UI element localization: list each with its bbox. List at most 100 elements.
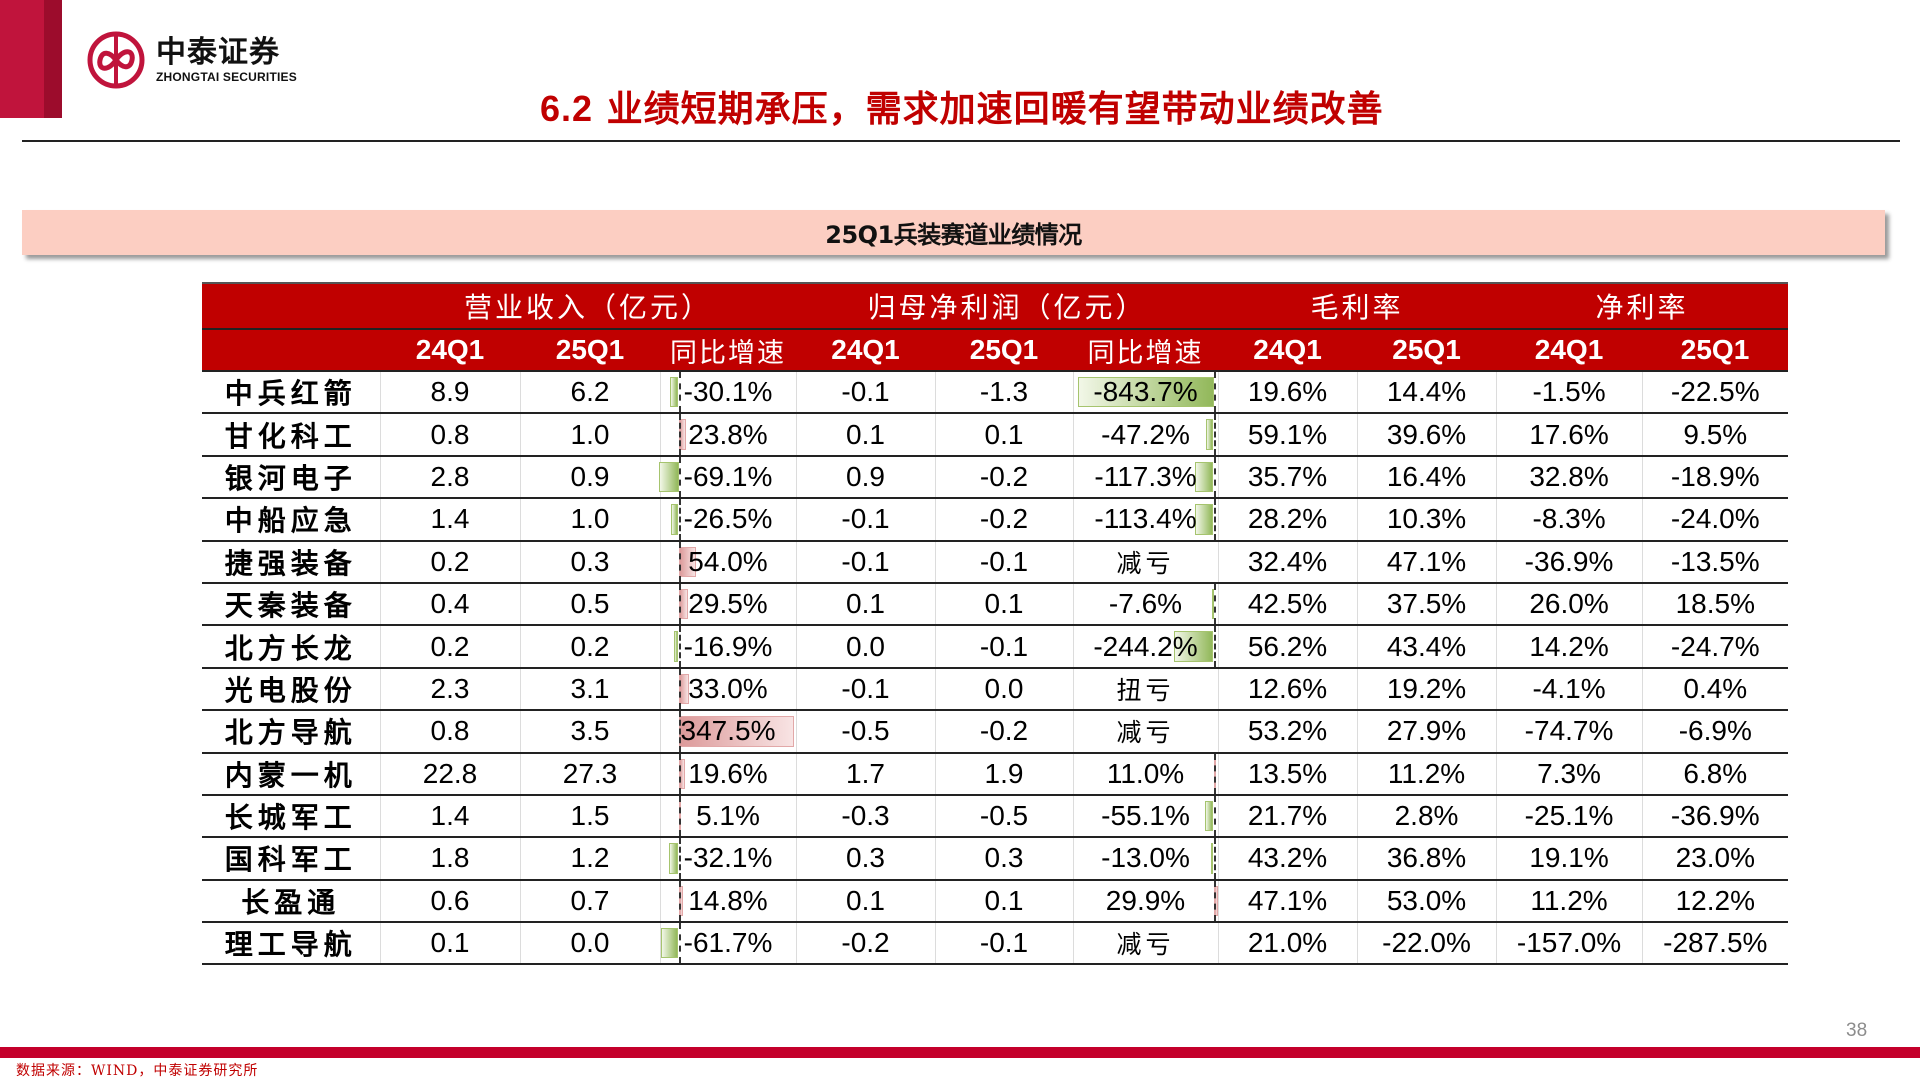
- revenue-25q1: 6.2: [519, 371, 661, 415]
- gross-margin-24q1: 56.2%: [1217, 625, 1358, 669]
- net-margin-24q1: 17.6%: [1495, 413, 1643, 457]
- header-revenue: 营业收入（亿元）: [380, 282, 796, 329]
- gross-margin-24q1: 43.2%: [1217, 837, 1358, 881]
- bar-axis: [678, 711, 681, 752]
- table-row: 理工导航 0.1 0.0 -61.7% -0.2 -0.1 减亏 21.0% -22.0% -15…: [202, 922, 1789, 966]
- net-profit-24q1: 0.3: [795, 837, 936, 881]
- net-profit-25q1: 0.1: [934, 879, 1074, 924]
- company-name: 天秦装备: [202, 582, 381, 627]
- header-np-25q1: 25Q1: [935, 328, 1073, 372]
- growth-value: 29.9%: [1105, 884, 1186, 916]
- bar-axis: [1213, 880, 1216, 922]
- table-row: 北方长龙 0.2 0.2 -16.9% 0.0 -0.1 -244.2% 56.2% 43.4%…: [202, 625, 1789, 669]
- header-gm-25q1: 25Q1: [1357, 328, 1497, 372]
- net-margin-24q1: 14.2%: [1495, 625, 1643, 669]
- company-name: 长盈通: [202, 879, 381, 924]
- header-rev-yoy: 同比增速: [660, 328, 796, 372]
- gross-margin-24q1: 21.7%: [1217, 794, 1358, 839]
- net-margin-24q1: -4.1%: [1495, 667, 1643, 712]
- bar-axis: [1213, 838, 1216, 879]
- net-profit-24q1: -0.2: [795, 922, 936, 966]
- table-row: 甘化科工 0.8 1.0 23.8% 0.1 0.1 -47.2% 59.1% 39.6% 17.…: [202, 413, 1789, 457]
- revenue-yoy: 347.5%: [659, 710, 797, 754]
- gross-margin-24q1: 12.6%: [1217, 667, 1358, 712]
- revenue-yoy: -16.9%: [659, 625, 797, 669]
- gross-margin-24q1: 59.1%: [1217, 413, 1358, 457]
- header-nm-24q1: 24Q1: [1496, 328, 1643, 372]
- growth-value: 33.0%: [688, 672, 768, 704]
- brand-name-en: ZHONGTAI SECURITIES: [156, 70, 297, 84]
- net-profit-yoy: -47.2%: [1072, 413, 1219, 457]
- negative-data-bar: [1077, 377, 1214, 408]
- revenue-yoy: 23.8%: [659, 413, 797, 457]
- net-profit-24q1: 0.1: [795, 879, 936, 924]
- growth-value: -843.7%: [1093, 376, 1198, 408]
- net-profit-25q1: -0.2: [934, 498, 1074, 542]
- net-profit-24q1: -0.3: [795, 794, 936, 839]
- growth-value: 扭亏: [1116, 675, 1175, 705]
- growth-value: -113.4%: [1094, 503, 1197, 535]
- gross-margin-25q1: -22.0%: [1356, 922, 1497, 966]
- bar-axis: [678, 583, 681, 625]
- banner-title: 25Q1兵装赛道业绩情况: [825, 221, 1082, 249]
- gross-margin-24q1: 19.6%: [1217, 371, 1358, 415]
- gross-margin-25q1: 53.0%: [1356, 879, 1497, 924]
- title-divider: [22, 140, 1900, 142]
- revenue-25q1: 1.5: [519, 794, 661, 839]
- company-name: 北方长龙: [202, 625, 381, 669]
- gross-margin-24q1: 47.1%: [1217, 879, 1358, 924]
- header-rev-24q1: 24Q1: [380, 328, 520, 372]
- negative-data-bar: [1194, 461, 1214, 493]
- net-profit-25q1: -0.1: [934, 922, 1074, 966]
- net-margin-25q1: -22.5%: [1641, 371, 1789, 415]
- bar-axis: [678, 541, 681, 582]
- gross-margin-24q1: 21.0%: [1217, 922, 1358, 966]
- gross-margin-25q1: 2.8%: [1356, 794, 1497, 839]
- revenue-yoy: 54.0%: [659, 540, 797, 584]
- revenue-24q1: 0.2: [379, 540, 521, 584]
- gross-margin-25q1: 43.4%: [1356, 625, 1497, 669]
- negative-data-bar: [669, 843, 679, 874]
- net-margin-24q1: -1.5%: [1495, 371, 1643, 415]
- gross-margin-24q1: 42.5%: [1217, 582, 1358, 627]
- net-margin-25q1: 23.0%: [1641, 837, 1789, 881]
- negative-data-bar: [1205, 419, 1214, 450]
- table-row: 捷强装备 0.2 0.3 54.0% -0.1 -0.1 减亏 32.4% 47.1% -36.9…: [202, 540, 1789, 584]
- bar-axis: [1213, 626, 1216, 667]
- net-margin-25q1: 9.5%: [1641, 413, 1789, 457]
- header-gross-margin: 毛利率: [1218, 282, 1497, 329]
- growth-value: -47.2%: [1101, 418, 1190, 450]
- company-name: 捷强装备: [202, 540, 381, 584]
- revenue-24q1: 0.6: [379, 879, 521, 924]
- bar-axis: [678, 456, 681, 498]
- negative-data-bar: [1195, 504, 1214, 535]
- decorative-side-bar-dark: [44, 0, 62, 118]
- bar-axis: [1213, 414, 1216, 455]
- bar-axis: [678, 795, 681, 837]
- table-row: 长城军工 1.4 1.5 5.1% -0.3 -0.5 -55.1% 21.7% 2.8% -25…: [202, 794, 1789, 839]
- net-profit-yoy: -244.2%: [1072, 625, 1219, 669]
- net-profit-yoy: -843.7%: [1072, 371, 1219, 415]
- bar-axis: [1213, 795, 1216, 837]
- growth-value: 5.1%: [696, 800, 760, 832]
- growth-value: -32.1%: [683, 842, 773, 874]
- net-profit-24q1: 0.0: [795, 625, 936, 669]
- growth-value: -13.0%: [1101, 842, 1190, 874]
- revenue-25q1: 0.5: [519, 582, 661, 627]
- gross-margin-25q1: 27.9%: [1356, 710, 1497, 754]
- revenue-yoy: -69.1%: [658, 455, 797, 500]
- net-profit-24q1: -0.1: [795, 371, 936, 415]
- net-profit-yoy: 扭亏: [1072, 667, 1219, 712]
- revenue-24q1: 2.8: [379, 455, 521, 500]
- growth-value: -244.2%: [1093, 630, 1198, 662]
- net-margin-24q1: -36.9%: [1495, 540, 1643, 584]
- bar-axis: [678, 626, 681, 667]
- header-blank: [202, 282, 380, 329]
- revenue-25q1: 0.0: [519, 922, 661, 966]
- header-np-yoy: 同比增速: [1073, 328, 1219, 372]
- net-margin-25q1: -13.5%: [1641, 540, 1789, 584]
- revenue-yoy: -30.1%: [659, 371, 797, 415]
- net-profit-yoy: 29.9%: [1072, 879, 1219, 924]
- net-margin-25q1: -18.9%: [1641, 455, 1789, 500]
- gross-margin-24q1: 13.5%: [1217, 752, 1358, 796]
